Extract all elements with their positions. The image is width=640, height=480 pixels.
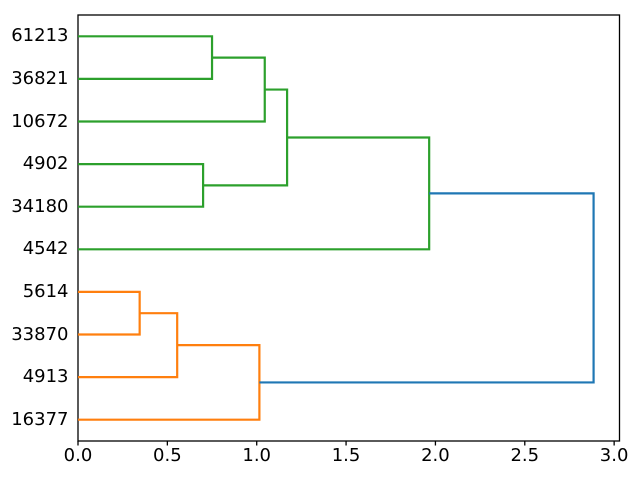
- leaf-label: 10672: [11, 110, 69, 132]
- leaf-label: 16377: [11, 408, 69, 430]
- dendrogram-link-m7: [78, 312, 179, 379]
- x-tick-label: 2.0: [421, 445, 450, 466]
- dendrogram-link-m3: [78, 163, 205, 208]
- dendrogram-link-m2: [78, 56, 266, 123]
- leaf-label: 5614: [22, 280, 69, 302]
- x-tick-label: 1.5: [331, 445, 361, 466]
- dendrogram-link-m5: [78, 136, 431, 251]
- leaf-label: 4542: [22, 238, 69, 260]
- x-tick-label: 1.0: [242, 445, 272, 466]
- dendrogram-link-m6: [78, 290, 141, 336]
- leaf-label: 34180: [11, 195, 69, 217]
- x-tick-label: 3.0: [599, 445, 629, 466]
- leaf-label: 36821: [11, 67, 69, 89]
- dendrogram-link-m1: [78, 35, 214, 80]
- leaf-label: 33870: [11, 323, 69, 345]
- leaf-label: 61213: [11, 25, 69, 47]
- dendrogram-link-m4: [203, 88, 289, 187]
- axis-frame: [77, 14, 621, 442]
- leaf-label: 4913: [22, 366, 69, 388]
- dendrogram-link-m8: [78, 344, 261, 421]
- dendrogram-link-m9: [259, 192, 595, 384]
- x-tick-label: 2.5: [510, 445, 540, 466]
- x-tick-label: 0.5: [153, 445, 182, 466]
- leaf-label: 4902: [22, 153, 69, 175]
- x-tick-label: 0.0: [63, 445, 93, 466]
